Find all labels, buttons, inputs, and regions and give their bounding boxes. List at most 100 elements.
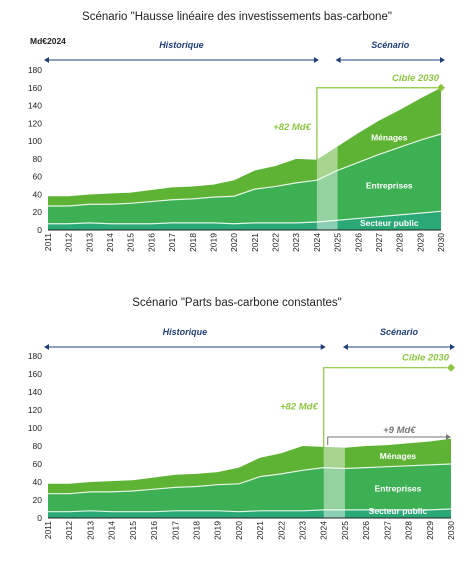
- x-tick-label: 2026: [353, 233, 363, 252]
- x-tick-label: 2029: [415, 233, 425, 252]
- x-tick-label: 2011: [43, 521, 53, 540]
- x-tick-label: 2017: [167, 233, 177, 252]
- target-bracket-line: [323, 367, 447, 447]
- x-tick-label: 2030: [436, 233, 446, 252]
- y-tick-label: 0: [37, 225, 42, 235]
- area-secteur-public: [48, 509, 451, 518]
- x-tick-label: 2028: [395, 233, 405, 252]
- x-tick-label: 2025: [333, 233, 343, 252]
- x-tick-label: 2017: [170, 521, 180, 540]
- x-tick-label: 2027: [374, 233, 384, 252]
- y-tick-label: 60: [33, 459, 43, 469]
- x-tick-label: 2020: [229, 233, 239, 252]
- y-tick-label: 40: [33, 477, 43, 487]
- chart-title: Scénario "Hausse linéaire des investisse…: [82, 11, 392, 23]
- y-tick-label: 140: [28, 101, 42, 111]
- area-menages: [48, 438, 451, 494]
- scenario-arrow-head-right: [440, 57, 445, 63]
- chart-1: Scénario "Hausse linéaire des investisse…: [28, 11, 446, 252]
- gap-arrow-head: [446, 434, 451, 440]
- gap-label: +9 Md€: [383, 425, 416, 436]
- x-tick-label: 2014: [107, 521, 117, 540]
- x-tick-label: 2020: [234, 521, 244, 540]
- x-tick-label: 2015: [128, 521, 138, 540]
- period-label-scenario: Scénario: [380, 327, 419, 337]
- target-marker: [447, 363, 455, 372]
- x-tick-label: 2011: [43, 233, 53, 252]
- x-tick-label: 2021: [255, 521, 265, 540]
- period-label-historique: Historique: [163, 327, 208, 337]
- series-boundary-line: [48, 463, 452, 495]
- y-tick-label: 180: [28, 351, 42, 361]
- x-tick-label: 2030: [446, 521, 456, 540]
- series-label: Entreprises: [366, 181, 413, 191]
- series-label: Ménages: [371, 133, 408, 143]
- x-tick-label: 2013: [84, 233, 94, 252]
- series-boundary-line: [48, 210, 442, 225]
- historique-arrow-head-left: [44, 344, 49, 350]
- gap-bracket-line: [327, 436, 447, 446]
- y-tick-label: 80: [33, 154, 43, 164]
- series-label: Secteur public: [360, 218, 419, 228]
- series-label: Secteur public: [369, 506, 428, 516]
- y-tick-label: 80: [33, 441, 43, 451]
- y-tick-label: 160: [28, 83, 42, 93]
- x-tick-label: 2018: [188, 233, 198, 252]
- x-tick-label: 2026: [361, 521, 371, 540]
- transition-band: [323, 446, 345, 518]
- y-tick-label: 180: [28, 65, 42, 75]
- y-tick-label: 40: [33, 189, 43, 199]
- target-label: Cible 2030: [402, 353, 450, 364]
- y-tick-label: 0: [37, 513, 42, 523]
- historique-arrow-head-left: [44, 57, 49, 63]
- x-tick-label: 2019: [213, 521, 223, 540]
- x-tick-label: 2019: [208, 233, 218, 252]
- area-entreprises: [48, 134, 441, 224]
- x-tick-label: 2013: [85, 521, 95, 540]
- series-label: Entreprises: [375, 483, 422, 493]
- x-tick-label: 2024: [319, 521, 329, 540]
- scenario-arrow-head-left: [335, 57, 341, 63]
- x-tick-label: 2028: [404, 521, 414, 540]
- area-secteur-public: [48, 211, 441, 230]
- target-marker: [437, 83, 445, 92]
- x-tick-label: 2029: [425, 521, 435, 540]
- x-tick-label: 2023: [298, 521, 308, 540]
- x-tick-label: 2012: [64, 521, 74, 540]
- chart-title: Scénario "Parts bas-carbone constantes": [132, 297, 342, 309]
- chart-2: Scénario "Parts bas-carbone constantes" 0…: [28, 297, 456, 540]
- period-label-scenario: Scénario: [371, 40, 410, 50]
- transition-band: [316, 146, 338, 230]
- x-tick-label: 2027: [382, 521, 392, 540]
- series-label: Ménages: [380, 451, 417, 461]
- y-tick-label: 120: [28, 405, 42, 415]
- y-tick-label: 140: [28, 387, 42, 397]
- y-tick-label: 100: [28, 423, 42, 433]
- x-tick-label: 2014: [105, 233, 115, 252]
- scenario-arrow-head-right: [450, 344, 455, 350]
- unit-label: Md€2024: [30, 36, 66, 46]
- area-menages: [48, 87, 441, 206]
- x-tick-label: 2021: [250, 233, 260, 252]
- y-tick-label: 120: [28, 118, 42, 128]
- increase-label: +82 Md€: [273, 122, 311, 133]
- x-tick-label: 2016: [146, 233, 156, 252]
- x-tick-label: 2018: [191, 521, 201, 540]
- series-boundary-line: [48, 508, 452, 513]
- target-label: Cible 2030: [392, 73, 440, 84]
- x-tick-label: 2024: [312, 233, 322, 252]
- x-tick-label: 2025: [340, 521, 350, 540]
- x-tick-label: 2022: [271, 233, 281, 252]
- x-tick-label: 2022: [276, 521, 286, 540]
- y-tick-label: 100: [28, 136, 42, 146]
- period-label-historique: Historique: [159, 40, 204, 50]
- x-tick-label: 2016: [149, 521, 159, 540]
- series-boundary-line: [48, 133, 442, 207]
- y-tick-label: 20: [33, 495, 43, 505]
- target-bracket-line: [316, 87, 437, 160]
- scenario-arrow-head-left: [342, 344, 348, 350]
- y-tick-label: 20: [33, 207, 43, 217]
- x-tick-label: 2015: [126, 233, 136, 252]
- x-tick-label: 2023: [291, 233, 301, 252]
